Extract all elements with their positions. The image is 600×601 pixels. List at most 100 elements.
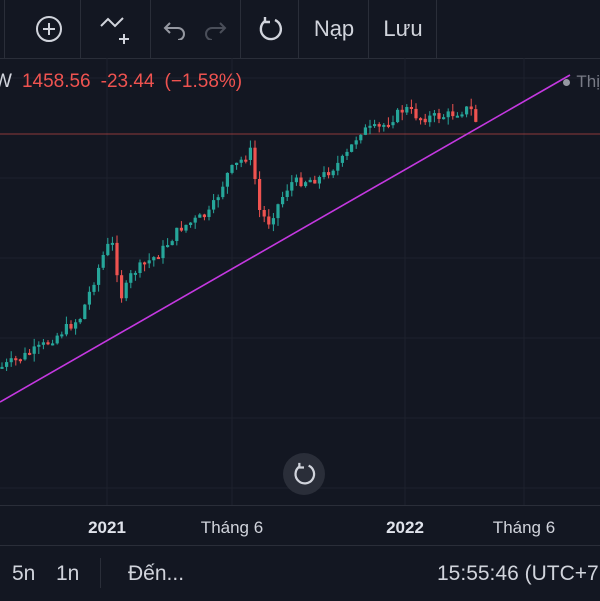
candle-body [304, 182, 308, 187]
toolbar-separator [368, 0, 369, 58]
candle-body [64, 324, 68, 335]
candle-body [225, 172, 229, 187]
redo-button[interactable] [198, 0, 232, 58]
candle-body [460, 114, 464, 117]
candle-body [294, 177, 298, 183]
candle-body [78, 319, 82, 323]
price-change-percent: (−1.58%) [164, 71, 243, 92]
candle-body [115, 242, 119, 276]
candle-body [46, 342, 50, 345]
toolbar-separator [80, 0, 81, 58]
candle-body [253, 147, 257, 179]
reset-icon [294, 462, 316, 485]
candle-body [138, 262, 142, 273]
candle-body [442, 117, 446, 120]
candle-body [377, 124, 381, 127]
candle-body [405, 107, 409, 113]
reset-chart-button[interactable] [283, 453, 325, 495]
save-button[interactable]: Lưu [370, 0, 436, 58]
candle-body [359, 134, 363, 141]
candle-body [69, 324, 73, 329]
candle-body [216, 197, 220, 201]
candle-body [9, 358, 13, 363]
candle-body [170, 241, 174, 246]
bottom-bar: 5n 1n Đến... 15:55:46 (UTC+7 [0, 545, 600, 601]
add-indicator-button[interactable] [28, 0, 70, 58]
candle-body [423, 118, 427, 123]
candle-body [221, 186, 225, 198]
drawing-tools-button[interactable] [92, 0, 140, 58]
go-to-date-button[interactable]: Đến... [128, 562, 185, 585]
reload-button[interactable] [250, 0, 290, 58]
candle-body [451, 111, 455, 117]
candle-body [110, 242, 114, 245]
candle-body [198, 214, 202, 218]
series-label[interactable]: Thị [563, 72, 600, 92]
toolbar-separator [298, 0, 299, 58]
clock-timezone[interactable]: 15:55:46 (UTC+7 [437, 562, 599, 585]
candle-body [465, 106, 469, 115]
candle-body [166, 245, 170, 248]
candle-body [23, 352, 27, 360]
x-tick-june-2022: Tháng 6 [492, 518, 556, 537]
series-label-text: Thị [576, 72, 600, 91]
candle-body [28, 352, 32, 355]
candle-body [391, 122, 395, 126]
candle-body [267, 216, 271, 225]
candle-body [363, 127, 367, 135]
candle-body [340, 155, 344, 163]
candle-body [32, 346, 36, 354]
x-tick-2022: 2022 [386, 518, 424, 537]
candle-body [281, 197, 285, 205]
candle-body [396, 109, 400, 123]
reload-icon [259, 17, 283, 41]
symbol-name[interactable]: W [0, 71, 12, 92]
undo-button[interactable] [158, 0, 192, 58]
candle-body [235, 162, 239, 165]
candle-body [239, 159, 243, 163]
candle-body [74, 322, 78, 329]
candle-body [354, 140, 358, 145]
candle-body [18, 359, 22, 362]
load-button[interactable]: Nạp [300, 0, 368, 58]
toolbar-separator [4, 0, 5, 58]
candle-body [336, 162, 340, 171]
undo-icon [163, 22, 185, 40]
candle-body [133, 272, 137, 275]
candle-body [299, 177, 303, 187]
time-axis[interactable]: 2021 Tháng 6 2022 Tháng 6 [0, 505, 600, 546]
range-5y-button[interactable]: 5n [12, 562, 36, 585]
save-button-label: Lưu [383, 16, 423, 41]
candle-body [386, 124, 390, 127]
candle-body [276, 204, 280, 219]
candle-body [285, 190, 289, 197]
price-chart[interactable] [0, 58, 600, 505]
candle-body [474, 109, 478, 122]
candle-body [230, 165, 234, 173]
candle-body [161, 245, 165, 259]
candle-body [313, 179, 317, 184]
candle-body [152, 257, 156, 261]
candle-body [147, 260, 151, 264]
candle-body [106, 243, 110, 256]
status-dot-icon [563, 79, 571, 87]
candle-body [87, 291, 91, 305]
candle-body [83, 304, 87, 319]
candle-body [51, 343, 55, 346]
candle-body [248, 147, 252, 160]
trend-line[interactable] [0, 74, 571, 403]
candle-body [124, 282, 128, 299]
candle-body [129, 273, 133, 283]
line-plus-icon [100, 17, 129, 44]
candle-body [55, 335, 59, 344]
candle-body [373, 124, 377, 127]
candle-body [193, 217, 197, 223]
candle-body [179, 227, 183, 231]
candle-body [331, 170, 335, 176]
candle-body [143, 262, 147, 265]
range-1y-button[interactable]: 1n [56, 562, 80, 585]
toolbar-separator [240, 0, 241, 58]
candle-body [184, 224, 188, 231]
candle-body [437, 113, 441, 119]
candle-body [382, 124, 386, 127]
